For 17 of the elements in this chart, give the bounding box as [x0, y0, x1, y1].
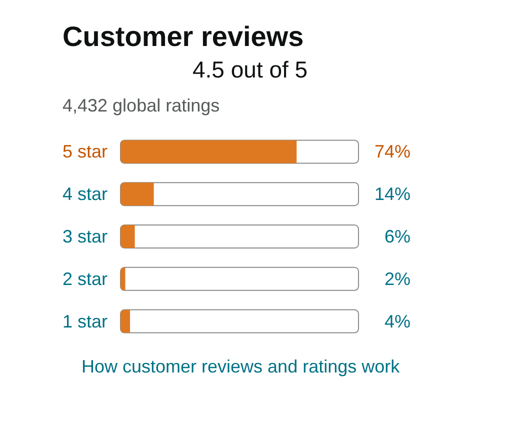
bar [120, 182, 154, 206]
data-label: 2% [384, 268, 410, 289]
chart-subtitle: 4.5 out of 5 [192, 56, 308, 82]
y-tick-label: 2 star [62, 268, 108, 289]
chart-title: Customer reviews [62, 21, 304, 52]
data-label: 4% [384, 311, 410, 332]
y-tick-label: 4 star [62, 184, 108, 204]
data-label: 6% [384, 226, 410, 246]
data-label: 14% [374, 184, 411, 204]
text: 4,432 global ratings [62, 96, 220, 116]
bar [120, 225, 135, 248]
y-tick-label: 1 star [62, 311, 108, 332]
data-label: 74% [374, 142, 411, 162]
y-tick-label: 3 star [62, 226, 108, 246]
y-tick-label: 5 star [62, 142, 108, 162]
bar [120, 310, 130, 333]
text: How customer reviews and ratings work [82, 356, 401, 376]
